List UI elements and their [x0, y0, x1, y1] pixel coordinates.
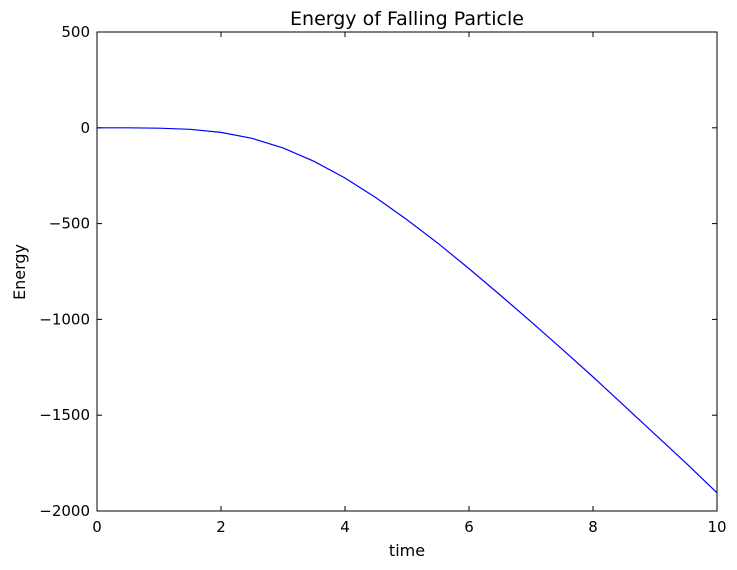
x-tick-label: 10	[707, 518, 726, 536]
x-tick-label: 4	[340, 518, 350, 536]
y-tick-label: −2000	[39, 502, 90, 520]
x-tick-label: 0	[92, 518, 102, 536]
x-tick-label: 6	[464, 518, 474, 536]
y-tick-label: 0	[80, 119, 90, 137]
tick-labels: 0 2 4 6 8 10 500 0 −500 −1000 −1500 −2000	[39, 23, 726, 536]
y-axis-title: Energy	[10, 244, 29, 300]
y-tick-label: −500	[49, 215, 90, 233]
chart-title: Energy of Falling Particle	[290, 8, 524, 30]
y-tick-label: −1500	[39, 406, 90, 424]
plot-frame	[96, 31, 718, 512]
x-tick-label: 8	[588, 518, 598, 536]
x-axis-title: time	[389, 541, 425, 560]
series-layer	[97, 127, 718, 494]
y-tick-label: 500	[61, 23, 90, 41]
energy-series-line	[97, 127, 718, 494]
x-tick-label: 2	[216, 518, 226, 536]
y-tick-label: −1000	[39, 310, 90, 328]
